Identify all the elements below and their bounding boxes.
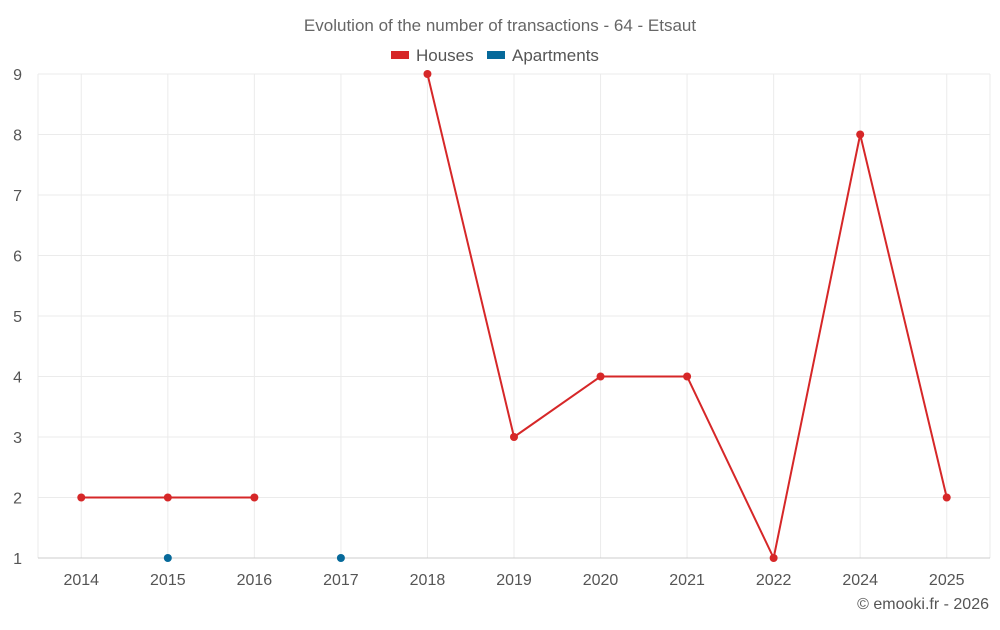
y-tick-label: 7 (13, 188, 22, 205)
x-tick-label: 2015 (150, 572, 186, 589)
x-tick-label: 2017 (323, 572, 359, 589)
y-tick-label: 6 (13, 249, 22, 266)
data-point-houses[interactable] (942, 493, 951, 502)
data-point-houses[interactable] (510, 433, 518, 441)
legend-label-houses[interactable]: Houses (416, 46, 474, 65)
legend-swatch-houses (391, 51, 409, 59)
x-tick-label: 2016 (237, 572, 273, 589)
data-point-houses[interactable] (250, 493, 259, 502)
data-point-houses[interactable] (769, 554, 778, 562)
x-tick-label: 2019 (496, 572, 532, 589)
y-axis-ticks: 1 2 3 4 5 6 7 8 9 (13, 67, 22, 568)
y-tick-label: 9 (13, 67, 22, 84)
credit-text: © emooki.fr - 2026 (857, 596, 989, 613)
legend-swatch-apartments (487, 51, 505, 59)
series-layer (77, 70, 951, 562)
data-point-houses[interactable] (423, 70, 432, 78)
x-tick-label: 2022 (756, 572, 792, 589)
data-point-houses[interactable] (683, 372, 692, 381)
x-tick-label: 2014 (63, 572, 99, 589)
y-tick-label: 3 (13, 430, 22, 447)
y-tick-label: 4 (13, 370, 22, 387)
y-tick-label: 2 (13, 491, 22, 508)
data-point-houses[interactable] (596, 372, 605, 381)
y-tick-label: 5 (13, 309, 22, 326)
legend-label-apartments[interactable]: Apartments (512, 46, 599, 65)
x-axis-ticks: 2014 2015 2016 2017 2018 2019 2020 2021 2022 2024… (63, 572, 964, 589)
data-point-apartments[interactable] (163, 554, 172, 562)
series-houses (77, 70, 951, 562)
x-tick-label: 2020 (583, 572, 619, 589)
y-tick-label: 8 (13, 128, 22, 145)
x-tick-label: 2024 (842, 572, 878, 589)
data-point-houses[interactable] (856, 130, 865, 139)
x-tick-label: 2021 (669, 572, 705, 589)
data-point-houses[interactable] (163, 493, 172, 502)
y-tick-label: 1 (13, 551, 22, 568)
series-apartments (163, 554, 345, 562)
x-tick-label: 2025 (929, 572, 965, 589)
gridlines (37, 73, 991, 559)
data-point-houses[interactable] (77, 493, 86, 502)
chart-title: Evolution of the number of transactions … (304, 16, 696, 35)
data-point-apartments[interactable] (336, 554, 345, 562)
legend: Houses Apartments (391, 46, 599, 65)
x-tick-label: 2018 (410, 572, 446, 589)
